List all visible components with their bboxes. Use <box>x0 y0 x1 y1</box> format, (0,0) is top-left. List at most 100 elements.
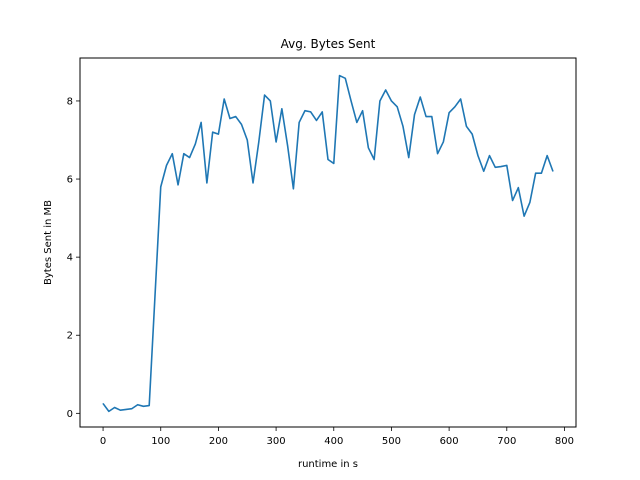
data-point <box>350 100 352 102</box>
data-point <box>177 184 179 186</box>
data-point <box>240 123 242 125</box>
y-tick-label: 0 <box>67 409 73 420</box>
data-point <box>108 410 110 412</box>
x-axis: 0 100 200 300 400 500 600 700 800 <box>100 427 574 447</box>
data-point <box>535 172 537 174</box>
series-line <box>102 74 554 413</box>
data-point <box>212 131 214 133</box>
data-point <box>275 141 277 143</box>
data-point <box>471 133 473 135</box>
data-point <box>483 170 485 172</box>
data-point <box>523 215 525 217</box>
data-point <box>304 110 306 112</box>
data-point <box>419 96 421 98</box>
data-point <box>246 139 248 141</box>
data-point <box>356 121 358 123</box>
chart-title: Avg. Bytes Sent <box>281 37 376 51</box>
data-point <box>506 164 508 166</box>
data-point <box>281 108 283 110</box>
data-point <box>298 121 300 123</box>
y-tick-label: 2 <box>67 331 73 342</box>
data-point <box>183 153 185 155</box>
data-point <box>166 164 168 166</box>
data-point <box>154 295 156 297</box>
x-tick-label: 800 <box>555 436 574 447</box>
data-point <box>552 170 554 172</box>
data-point <box>460 98 462 100</box>
x-tick-label: 400 <box>324 436 343 447</box>
data-point <box>512 200 514 202</box>
data-point <box>189 157 191 159</box>
data-point <box>396 106 398 108</box>
data-point <box>137 404 139 406</box>
data-point <box>119 409 121 411</box>
data-point <box>292 188 294 190</box>
x-tick-label: 300 <box>267 436 286 447</box>
data-point <box>425 116 427 118</box>
data-point <box>327 159 329 161</box>
data-point <box>408 157 410 159</box>
data-point <box>390 100 392 102</box>
data-point <box>258 141 260 143</box>
data-point <box>206 182 208 184</box>
data-point <box>344 77 346 79</box>
x-tick-label: 700 <box>497 436 516 447</box>
x-tick-label: 600 <box>440 436 459 447</box>
data-point <box>540 172 542 174</box>
data-point <box>114 406 116 408</box>
data-point <box>125 408 127 410</box>
data-point <box>235 116 237 118</box>
data-point <box>546 155 548 157</box>
x-axis-label: runtime in s <box>298 459 358 470</box>
x-tick-label: 0 <box>100 436 106 447</box>
data-point <box>339 75 341 77</box>
x-tick-label: 500 <box>382 436 401 447</box>
data-point <box>194 143 196 145</box>
data-point <box>500 166 502 168</box>
data-point <box>160 186 162 188</box>
data-point <box>148 405 150 407</box>
x-tick-label: 100 <box>151 436 170 447</box>
y-tick-label: 6 <box>67 175 73 186</box>
data-point <box>494 166 496 168</box>
y-tick-label: 4 <box>67 253 73 264</box>
data-point <box>488 155 490 157</box>
y-tick-label: 8 <box>67 96 73 107</box>
data-point <box>229 118 231 120</box>
data-point <box>252 182 254 184</box>
data-point <box>200 121 202 123</box>
data-point <box>171 153 173 155</box>
data-point <box>437 153 439 155</box>
plot-area <box>102 74 554 413</box>
data-point <box>529 201 531 203</box>
data-point <box>131 408 133 410</box>
data-point <box>448 112 450 114</box>
data-point <box>367 147 369 149</box>
data-point <box>223 98 225 100</box>
data-point <box>333 162 335 164</box>
data-point <box>385 89 387 91</box>
x-tick-label: 200 <box>209 436 228 447</box>
data-point <box>379 100 381 102</box>
data-point <box>442 141 444 143</box>
data-point <box>454 106 456 108</box>
axes-frame <box>79 57 577 428</box>
y-axis-label: Bytes Sent in MB <box>43 200 54 285</box>
data-point <box>402 125 404 127</box>
y-axis: 0 2 4 6 8 <box>67 96 80 420</box>
data-point <box>142 405 144 407</box>
data-point <box>431 116 433 118</box>
data-point <box>269 100 271 102</box>
data-point <box>102 403 104 405</box>
data-point <box>310 111 312 113</box>
data-point <box>264 94 266 96</box>
data-point <box>321 111 323 113</box>
data-point <box>465 125 467 127</box>
data-point <box>217 133 219 135</box>
data-point <box>477 155 479 157</box>
data-point <box>315 119 317 121</box>
data-point <box>414 114 416 116</box>
data-point <box>373 159 375 161</box>
data-point <box>362 110 364 112</box>
